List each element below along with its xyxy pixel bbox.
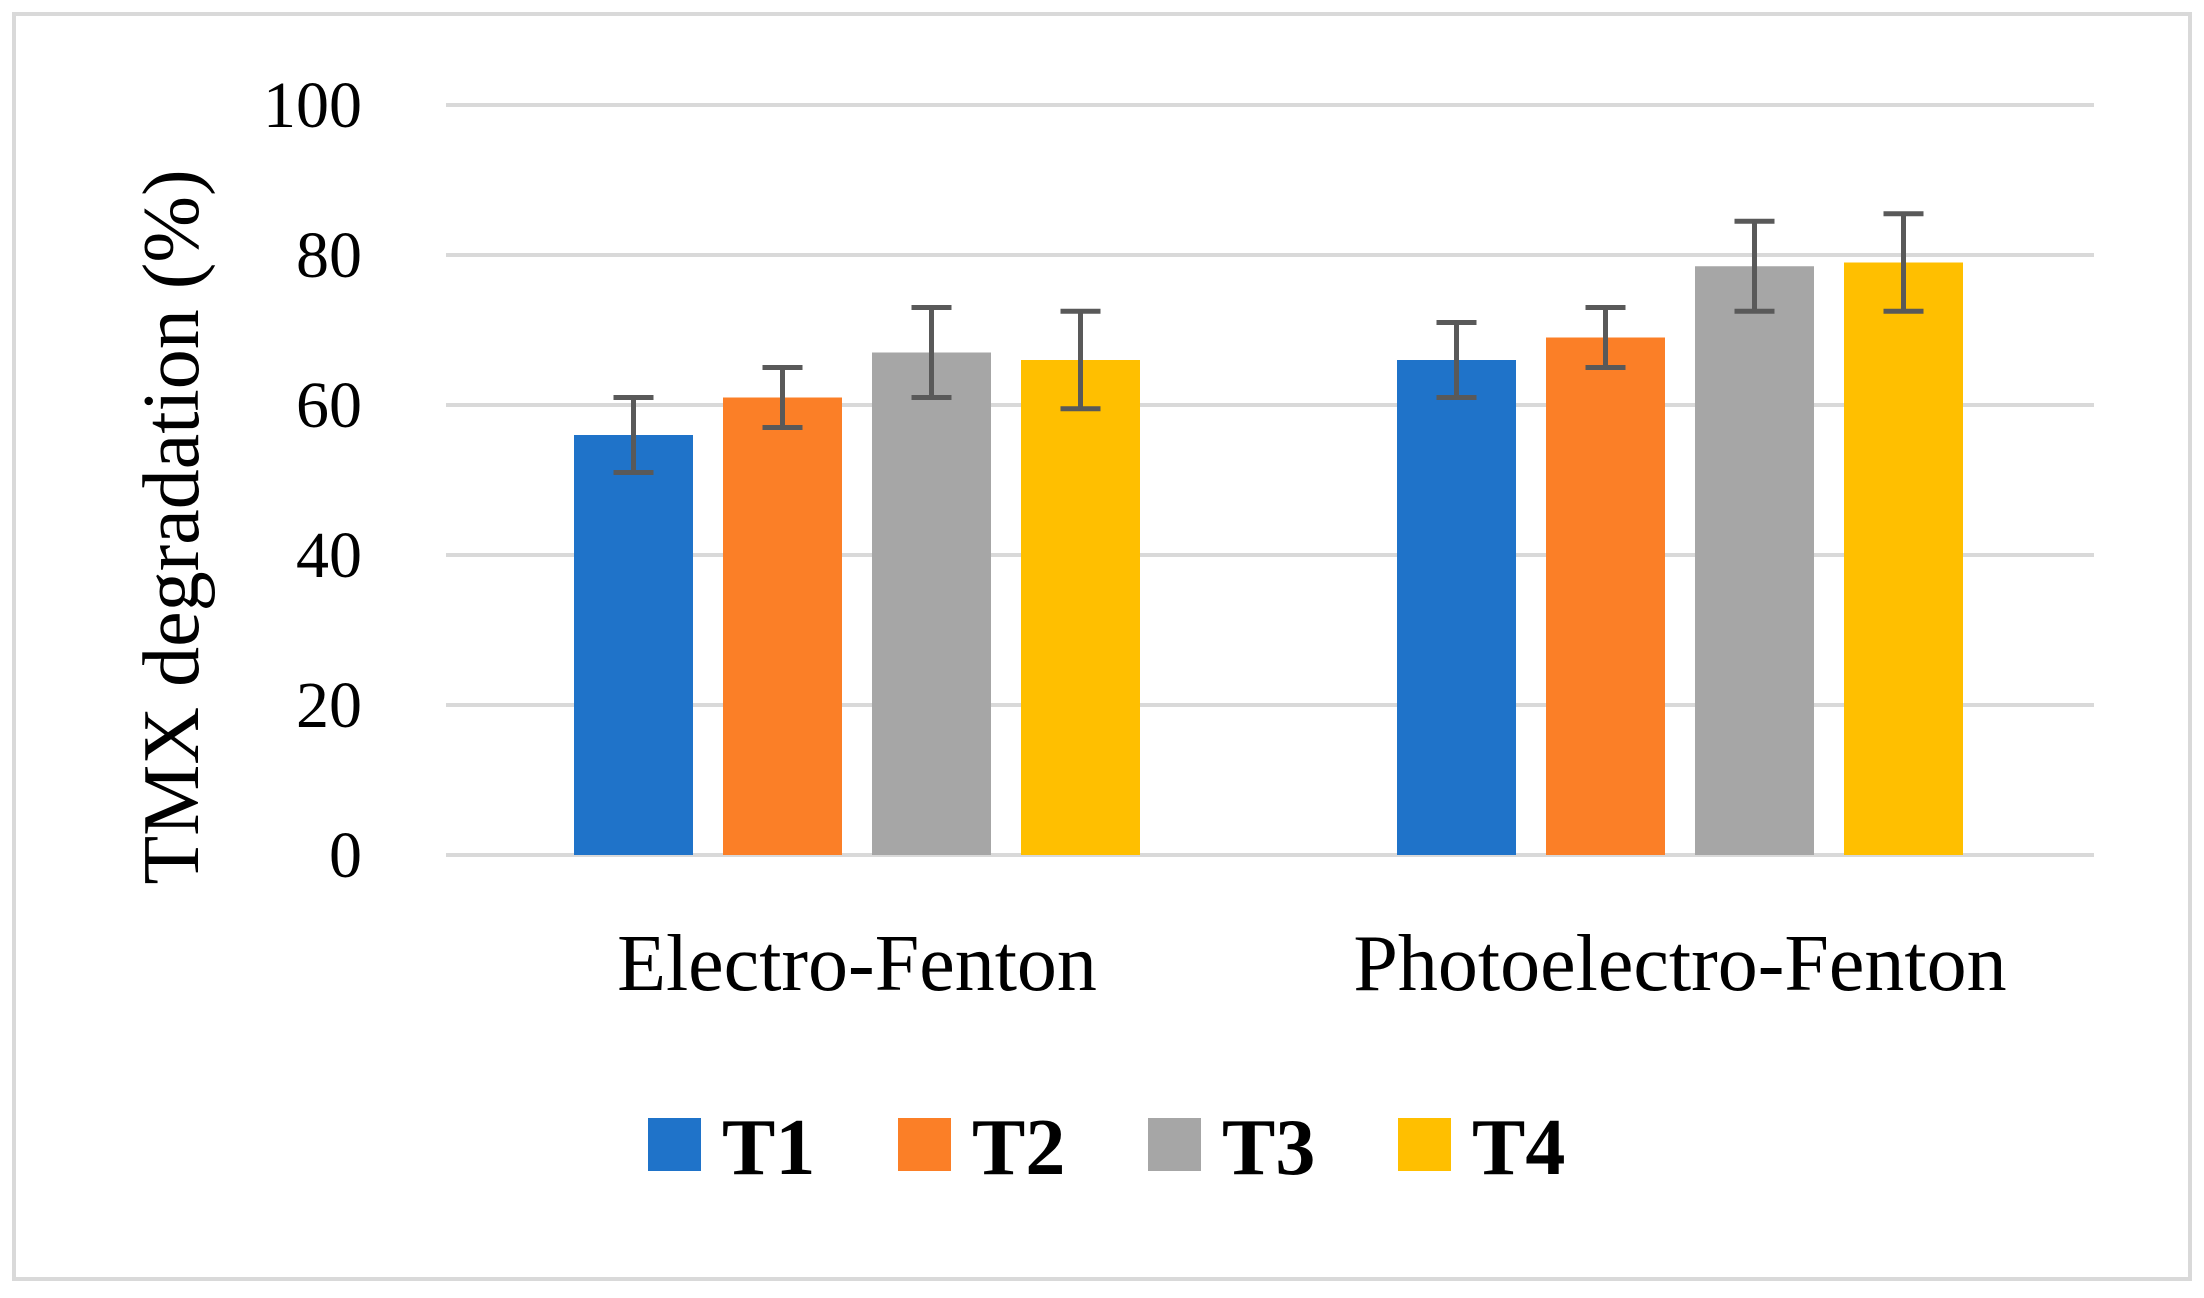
legend: T1 T2 T3 T4: [648, 1104, 1565, 1192]
bar-t4-electro-fenton: [1021, 360, 1140, 855]
bar-t2-photoelectro-fenton: [1546, 337, 1665, 855]
y-tick-label: 80: [296, 219, 362, 292]
y-tick-label: 100: [263, 69, 362, 142]
x-axis-categories: Electro-Fenton Photoelectro-Fenton: [617, 920, 2007, 1008]
legend-label: T2: [972, 1104, 1065, 1192]
error-bar: [1883, 211, 1924, 314]
y-tick-label: 40: [296, 519, 362, 592]
bar-t3-photoelectro-fenton: [1695, 266, 1814, 855]
x-category-label: Electro-Fenton: [617, 920, 1097, 1008]
legend-label: T3: [1222, 1104, 1315, 1192]
legend-swatch: [898, 1118, 951, 1171]
gridlines: [446, 103, 2094, 857]
error-bar: [762, 365, 803, 430]
bar-t2-electro-fenton: [723, 397, 842, 855]
error-bar: [1060, 308, 1101, 412]
legend-item: T1: [648, 1104, 815, 1192]
y-tick-label: 0: [329, 819, 362, 892]
error-bar: [1436, 320, 1477, 400]
legend-item: T4: [1398, 1104, 1565, 1192]
error-bars: [613, 211, 1924, 475]
error-bar: [613, 395, 654, 475]
bar-t1-electro-fenton: [574, 435, 693, 855]
y-axis-title: TMX degradation (%): [128, 169, 216, 884]
error-bar: [911, 305, 952, 400]
legend-swatch: [1148, 1118, 1201, 1171]
bars: [574, 262, 1963, 855]
y-axis-ticks: 0 20 40 60 80 100: [263, 69, 362, 892]
y-tick-label: 60: [296, 369, 362, 442]
legend-label: T1: [722, 1104, 815, 1192]
bar-t3-electro-fenton: [872, 352, 991, 855]
legend-label: T4: [1472, 1104, 1565, 1192]
legend-item: T2: [898, 1104, 1065, 1192]
legend-swatch: [648, 1118, 701, 1171]
bar-t4-photoelectro-fenton: [1844, 262, 1963, 855]
y-tick-label: 20: [296, 669, 362, 742]
legend-swatch: [1398, 1118, 1451, 1171]
bar-t1-photoelectro-fenton: [1397, 360, 1516, 855]
x-category-label: Photoelectro-Fenton: [1353, 920, 2006, 1008]
error-bar: [1734, 218, 1775, 314]
legend-item: T3: [1148, 1104, 1315, 1192]
error-bar: [1585, 305, 1626, 370]
